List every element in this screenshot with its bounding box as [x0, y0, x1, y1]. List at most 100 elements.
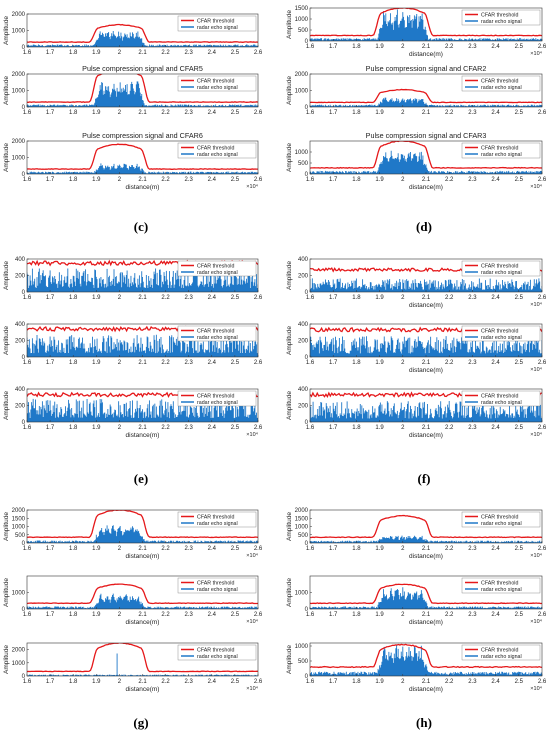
x-exponent-label: ×10⁴	[246, 183, 258, 190]
y-tick-label: 500	[298, 28, 309, 34]
x-tick-label: 2.4	[491, 425, 500, 431]
x-tick-label: 2.4	[208, 546, 217, 552]
x-tick-label: 1.6	[23, 546, 32, 552]
x-tick-label: 2.4	[491, 177, 500, 183]
y-tick-label: 1000	[295, 89, 309, 95]
x-tick-label: 1.6	[306, 44, 315, 50]
x-tick-label: 1.7	[46, 425, 55, 431]
legend-label-threshold: CFAR threshold	[197, 264, 234, 270]
x-tick-label: 1.9	[92, 679, 101, 685]
x-tick-label: 2.4	[208, 177, 217, 183]
x-tick-label: 1.8	[352, 44, 361, 50]
y-tick-label: 1000	[295, 150, 309, 156]
x-exponent-label: ×10⁴	[530, 183, 542, 190]
x-tick-label: 2	[401, 425, 405, 431]
legend-box	[461, 390, 541, 407]
x-tick-label: 1.9	[92, 360, 101, 366]
x-tick-label: 2.3	[185, 612, 194, 618]
y-tick-label: 400	[298, 387, 309, 393]
legend-box	[177, 15, 257, 32]
x-tick-label: 2.1	[138, 295, 147, 301]
x-tick-label: 2.6	[254, 679, 263, 685]
y-tick-label: 0	[22, 290, 26, 296]
series-radar-echo	[310, 150, 542, 174]
x-tick-label: 2.3	[468, 546, 477, 552]
x-tick-label: 2.2	[161, 679, 170, 685]
x-tick-label: 2.1	[138, 425, 147, 431]
series-radar-echo	[310, 535, 542, 543]
series-cfar-threshold	[27, 23, 258, 43]
y-tick-label: 1000	[295, 525, 309, 531]
y-tick-label: 2000	[295, 508, 309, 514]
x-tick-label: 1.8	[69, 612, 78, 618]
x-tick-label: 2	[401, 679, 405, 685]
x-tick-label: 1.8	[352, 612, 361, 618]
plot-area	[310, 8, 542, 41]
x-tick-label: 1.9	[92, 177, 101, 183]
y-axis-label: Amplitude	[3, 578, 10, 607]
x-tick-label: 2.2	[445, 679, 454, 685]
x-tick-label: 1.9	[92, 50, 101, 56]
x-tick-label: 1.7	[329, 177, 338, 183]
x-tick-label: 1.8	[352, 110, 361, 116]
caption-d: (d)	[416, 219, 432, 234]
x-tick-label: 2.3	[185, 546, 194, 552]
legend-label-threshold: CFAR threshold	[197, 581, 234, 587]
legend-label-echo: radar echo signal	[197, 587, 238, 593]
x-tick-label: 1.7	[329, 679, 338, 685]
x-tick-label: 2.3	[185, 679, 194, 685]
y-axis-label: Amplitude	[286, 391, 293, 420]
legend-box	[177, 577, 257, 594]
y-tick-label: 0	[22, 674, 26, 680]
legend-label-echo: radar echo signal	[481, 654, 522, 660]
x-tick-label: 2.4	[208, 110, 217, 116]
x-tick-label: 2.6	[254, 50, 263, 56]
x-tick-label: 2.3	[468, 425, 477, 431]
x-tick-label: 2.5	[515, 360, 524, 366]
y-tick-label: 500	[298, 659, 309, 665]
subplot-e-2: 1.6 1.7 1.8 1.9 2 2.1 2.2 2.3 2.4 2.5 2.6 0 200 400 Am…	[3, 387, 263, 439]
x-tick-label: 2.4	[208, 50, 217, 56]
y-tick-label: 1000	[12, 591, 26, 597]
subplot-e-0: 1.6 1.7 1.8 1.9 2 2.1 2.2 2.3 2.4 2.5 2.6 0 200 400 Am…	[3, 257, 263, 301]
legend-label-echo: radar echo signal	[481, 400, 522, 406]
x-tick-label: 1.6	[306, 425, 315, 431]
y-tick-label: 2000	[12, 72, 26, 78]
legend-label-threshold: CFAR threshold	[197, 515, 234, 521]
x-tick-label: 2.1	[422, 295, 431, 301]
x-axis-label: distance(m)	[126, 184, 160, 191]
x-tick-label: 2.6	[254, 360, 263, 366]
x-tick-label: 2.6	[538, 295, 547, 301]
x-tick-label: 2	[118, 50, 122, 56]
x-tick-label: 2.2	[161, 177, 170, 183]
y-tick-label: 400	[15, 257, 26, 263]
x-tick-label: 2.5	[515, 425, 524, 431]
y-tick-label: 2000	[12, 12, 26, 18]
caption-c: (c)	[133, 219, 149, 234]
series-cfar-threshold	[27, 74, 258, 103]
x-tick-label: 2.4	[491, 612, 500, 618]
y-tick-label: 0	[305, 172, 309, 178]
x-tick-label: 2.3	[185, 50, 194, 56]
x-tick-label: 1.6	[23, 425, 32, 431]
series-radar-echo	[27, 525, 258, 543]
x-tick-label: 1.8	[352, 425, 361, 431]
legend-box	[177, 75, 257, 92]
legend-box	[177, 142, 257, 159]
x-tick-label: 1.8	[69, 295, 78, 301]
caption-e: (e)	[133, 471, 149, 486]
x-tick-label: 1.8	[352, 177, 361, 183]
x-tick-label: 2.6	[254, 295, 263, 301]
x-tick-label: 1.9	[375, 44, 384, 50]
x-tick-label: 2.5	[231, 425, 240, 431]
series-cfar-threshold	[310, 643, 542, 669]
legend-box	[177, 260, 257, 277]
x-tick-label: 1.7	[46, 50, 55, 56]
series-radar-echo	[310, 587, 542, 609]
y-tick-label: 400	[15, 322, 26, 328]
x-tick-label: 2.4	[208, 612, 217, 618]
subplot-h-2: 1.6 1.7 1.8 1.9 2 2.1 2.2 2.3 2.4 2.5 2.6 0 500 1000A…	[286, 642, 547, 693]
subplot-title: Pulse compression signal and CFAR6	[82, 131, 203, 140]
x-tick-label: 2.5	[515, 679, 524, 685]
subplot-title: Pulse compression signal and CFAR3	[366, 131, 487, 140]
